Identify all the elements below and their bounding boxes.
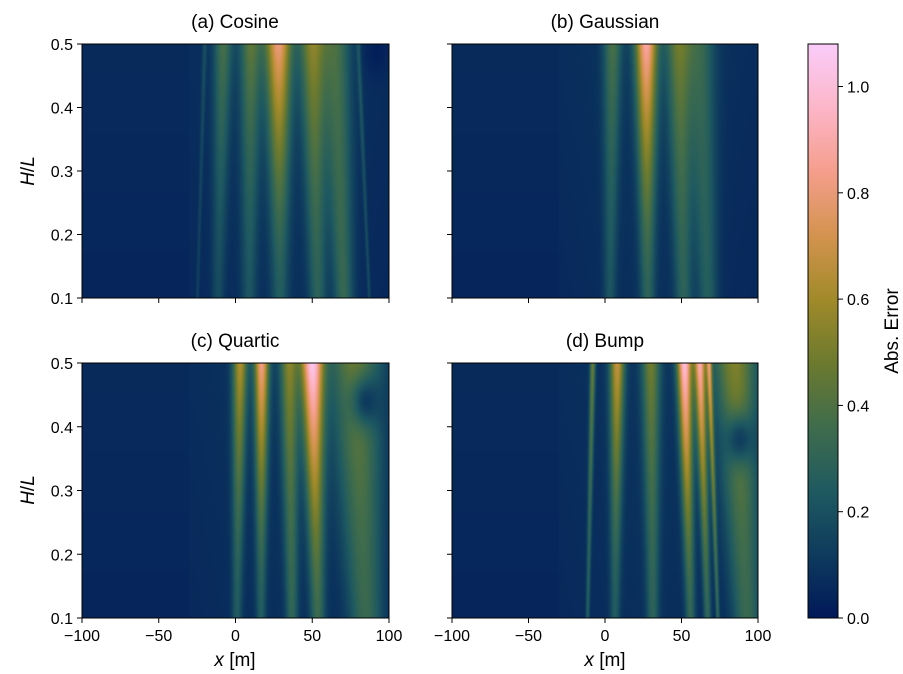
colorbar-tick-label: 0.6 [847, 292, 869, 309]
colorbar-tick-label: 0.8 [847, 186, 869, 203]
panel-b-x-ticks [451, 298, 759, 303]
colorbar-tick-label: 0.4 [847, 398, 869, 415]
panel-a-y-ticks: 0.1 0.2 0.3 0.4 0.5 [51, 37, 82, 308]
y-tick-label: 0.3 [51, 484, 73, 501]
x-tick-label: 0 [231, 628, 240, 645]
y-tick-label: 0.4 [51, 420, 73, 437]
x-tick-label: 100 [745, 628, 772, 645]
y-tick-label: 0.1 [51, 611, 73, 628]
panel-d-x-ticks: −100 −50 0 50 100 [434, 618, 771, 645]
panel-c-y-label-sep: / [18, 485, 39, 491]
y-tick-label: 0.5 [51, 356, 73, 373]
panel-d-x-label: x [m] [583, 650, 625, 671]
panel-a-y-label-var: H [18, 172, 39, 186]
x-tick-label: −100 [64, 628, 100, 645]
panel-c: (c) Quartic −100 −50 0 50 100 0.10.20.30.40.… [18, 331, 402, 671]
y-tick-label: 0.1 [51, 291, 73, 308]
panel-c-x-label: x [m] [213, 650, 255, 671]
y-tick-label: 0.5 [51, 37, 73, 54]
x-tick-label: −50 [515, 628, 542, 645]
panel-a-heatmap [82, 44, 389, 298]
y-tick-label: 0.2 [51, 228, 73, 245]
panel-c-heatmap [82, 363, 389, 618]
colorbar-tick-label: 0.0 [847, 611, 869, 628]
y-tick-label: 0.3 [51, 164, 73, 181]
panel-d-heatmap [452, 363, 758, 618]
panel-a-x-ticks [81, 298, 390, 303]
panel-d-title: (d) Bump [566, 331, 644, 352]
panel-c-title: (c) Quartic [191, 331, 280, 352]
x-tick-label: 0 [601, 628, 610, 645]
y-tick-label: 0.2 [51, 547, 73, 564]
panel-a: (a) Cosine 0.1 0.2 0.3 0.4 0.5 H/L [18, 12, 390, 308]
panel-d-x-label-var: x [583, 650, 595, 671]
panel-d: (d) Bump −100 −50 0 50 100 x [m] [434, 331, 771, 671]
panel-c-x-ticks: −100 −50 0 50 100 [64, 618, 402, 645]
colorbar-tick-label: 1.0 [847, 80, 869, 97]
panel-b-heatmap [452, 44, 758, 298]
x-tick-label: 100 [376, 628, 403, 645]
colorbar-tick-label: 0.2 [847, 505, 869, 522]
x-tick-label: −50 [145, 628, 172, 645]
panel-c-x-label-unit: [m] [229, 650, 255, 671]
y-tick-label: 0.4 [51, 101, 73, 118]
x-tick-label: 50 [303, 628, 321, 645]
panel-b-title: (b) Gaussian [551, 12, 660, 33]
panel-c-x-label-var: x [213, 650, 225, 671]
colorbar-ticks: 0.0 0.2 0.4 0.6 0.8 1.0 [838, 80, 869, 628]
panel-c-y-ticks: 0.1 0.2 0.3 0.4 0.5 [51, 356, 82, 628]
x-tick-label: −100 [434, 628, 470, 645]
colorbar-label: Abs. Error [882, 288, 903, 374]
colorbar-gradient [808, 44, 838, 618]
x-tick-label: 50 [673, 628, 691, 645]
panel-d-x-label-unit: [m] [599, 650, 625, 671]
colorbar-frame [807, 43, 839, 619]
panel-c-y-label-var: H [18, 491, 39, 505]
panel-d-y-ticks [447, 362, 452, 619]
panel-a-y-label-sep: / [18, 166, 39, 172]
panel-a-y-label: H/L [18, 156, 39, 186]
panel-c-y-label: H/L [18, 475, 39, 505]
panel-b-y-ticks [447, 43, 452, 299]
panel-a-y-label-den: L [18, 156, 39, 167]
panel-a-title: (a) Cosine [191, 12, 279, 33]
panel-c-y-label-den: L [18, 475, 39, 486]
panel-b: (b) Gaussian [447, 12, 759, 303]
colorbar: 0.0 0.2 0.4 0.6 0.8 1.0 Abs. Error [807, 43, 903, 628]
